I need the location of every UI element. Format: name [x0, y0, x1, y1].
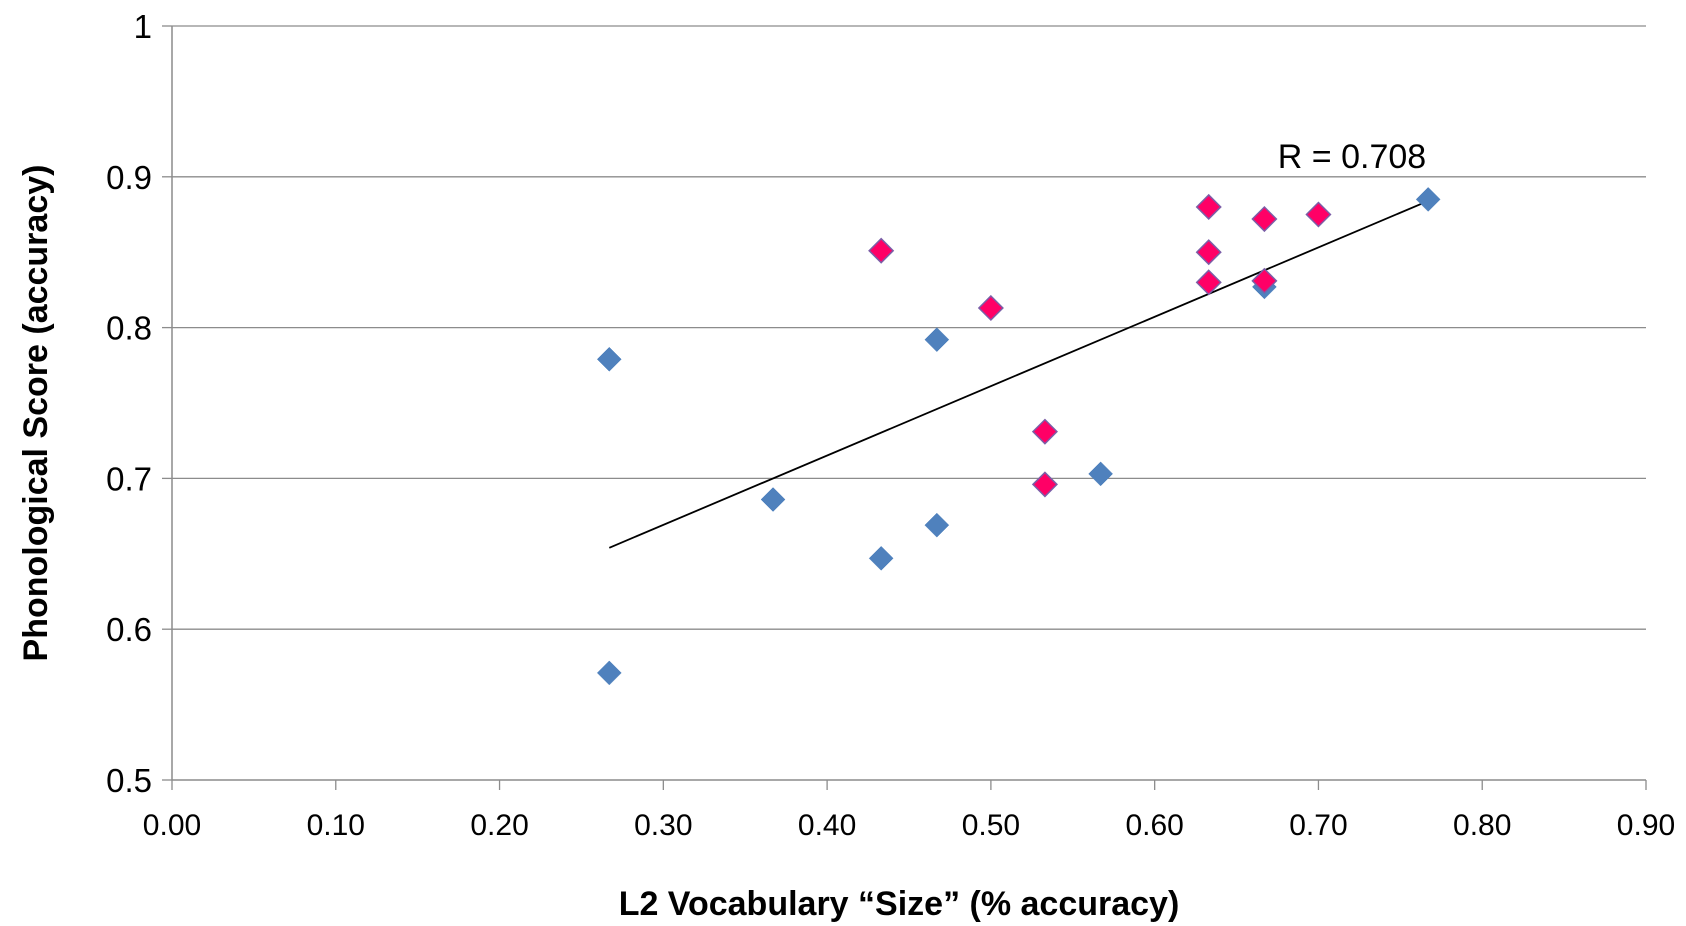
y-tick-label: 0.7: [106, 460, 152, 497]
x-tick-label: 0.30: [634, 809, 692, 842]
y-tick-label: 0.9: [106, 159, 152, 196]
x-tick-label: 0.20: [470, 809, 528, 842]
axes: [162, 25, 1647, 790]
data-point: [924, 512, 950, 538]
x-tick-label: 0.40: [798, 809, 856, 842]
y-tick-label: 0.6: [106, 611, 152, 648]
x-axis-title: L2 Vocabulary “Size” (% accuracy): [619, 885, 1180, 923]
x-tick-label: 0.80: [1453, 809, 1511, 842]
data-point: [924, 327, 950, 353]
data-point: [596, 346, 622, 372]
data-point: [977, 294, 1004, 322]
data-points: [596, 187, 1441, 686]
data-point: [1251, 267, 1278, 294]
data-point: [1195, 269, 1222, 296]
data-point: [760, 487, 786, 512]
x-tick-label: 0.70: [1289, 809, 1347, 842]
y-tick-label: 1: [134, 8, 152, 45]
data-point: [1415, 187, 1441, 212]
x-tick-label: 0.60: [1125, 809, 1183, 842]
data-point: [1195, 193, 1222, 221]
data-point: [868, 545, 894, 571]
data-point: [1031, 471, 1058, 498]
data-point: [1305, 201, 1332, 228]
x-tick-label: 0.10: [307, 809, 365, 842]
data-point: [596, 660, 622, 686]
data-point: [1031, 418, 1058, 445]
trendline-layer: [608, 200, 1429, 549]
x-tick-label: 0.00: [143, 809, 201, 842]
correlation-annotation: R = 0.708: [1278, 138, 1426, 176]
data-point: [1195, 239, 1222, 266]
y-tick-label: 0.5: [106, 762, 152, 799]
data-point: [1251, 205, 1278, 233]
data-point: [868, 237, 895, 264]
y-axis-title: Phonological Score (accuracy): [17, 165, 55, 662]
y-tick-label: 0.8: [106, 310, 152, 347]
x-tick-label: 0.90: [1617, 809, 1675, 842]
gridlines: [172, 25, 1646, 630]
trendline: [608, 200, 1429, 549]
tick-labels: 0.5 0.6 0.7 0.8 0.9 1 0.00 0.10 0.20 0.30 0.40 0.50…: [106, 8, 1675, 842]
x-tick-label: 0.50: [962, 809, 1020, 842]
data-point: [1088, 461, 1113, 487]
